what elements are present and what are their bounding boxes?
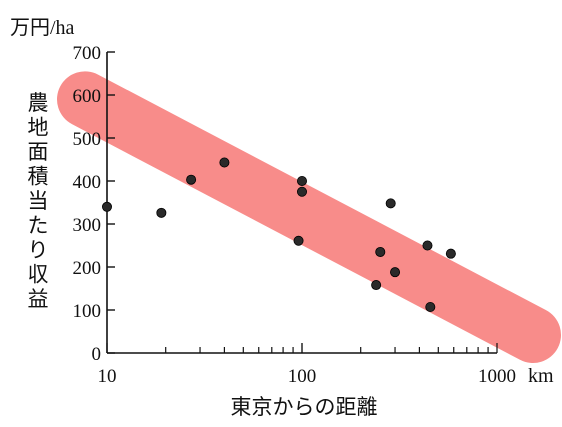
y-unit-label: 万円/ha (10, 17, 75, 39)
data-point (296, 186, 307, 197)
y-tick-label: 700 (73, 43, 102, 64)
y-tick-label: 600 (73, 86, 102, 107)
x-tick-label: 1000 (478, 366, 516, 387)
data-point (385, 198, 396, 209)
x-tick-label: 10 (98, 366, 117, 387)
x-axis-title: 東京からの距離 (231, 395, 378, 419)
data-point (390, 267, 401, 278)
axes: 0 100 200 300 400 500 600 700 10 100 1000 (73, 43, 517, 387)
labels: 万円/ha km 東京からの距離 農地面積当たり収益 (10, 17, 554, 419)
data-point (156, 207, 167, 218)
trend-band (57, 71, 561, 363)
y-tick-label: 200 (73, 258, 102, 279)
y-tick-label: 400 (73, 172, 102, 193)
data-point (445, 248, 456, 259)
data-point (375, 246, 386, 257)
x-tick-label: 100 (288, 366, 317, 387)
x-unit-label: km (528, 365, 554, 387)
y-axis-title: 農地面積当たり収益 (28, 91, 49, 311)
y-tick-label: 100 (73, 301, 102, 322)
data-point (293, 235, 304, 246)
y-tick-label: 300 (73, 215, 102, 236)
y-tick-label: 500 (73, 129, 102, 150)
data-point (425, 301, 436, 312)
y-tick-label: 0 (92, 344, 102, 365)
data-point (186, 174, 197, 185)
data-point (102, 201, 113, 212)
data-point (219, 157, 230, 168)
data-point (422, 240, 433, 251)
data-points (102, 157, 456, 312)
trend-band-layer (57, 71, 561, 363)
data-point (296, 175, 307, 186)
data-point (371, 280, 382, 291)
